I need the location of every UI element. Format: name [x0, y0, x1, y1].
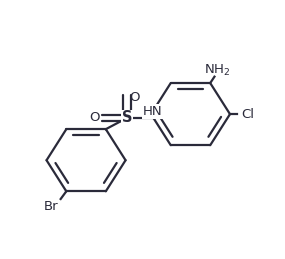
Text: O: O — [89, 111, 100, 125]
Text: NH$_2$: NH$_2$ — [204, 63, 231, 78]
Text: Br: Br — [44, 200, 58, 213]
Text: S: S — [122, 111, 132, 125]
Text: O: O — [129, 91, 139, 104]
Text: HN: HN — [142, 105, 162, 118]
Text: Cl: Cl — [241, 108, 254, 121]
